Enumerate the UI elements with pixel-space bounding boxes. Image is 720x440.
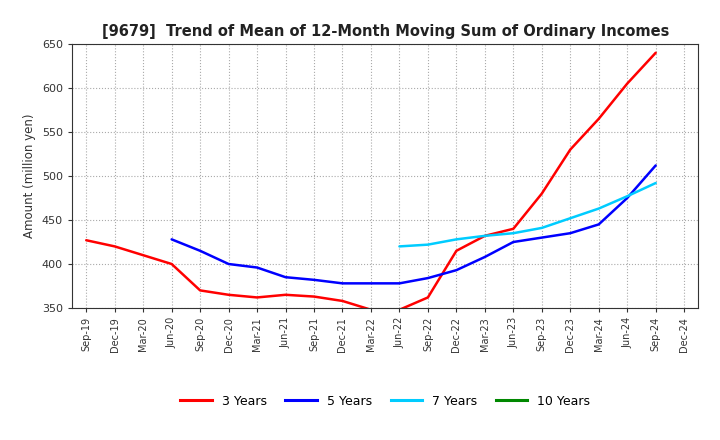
3 Years: [566, 147, 575, 152]
7 Years: [452, 237, 461, 242]
3 Years: [395, 307, 404, 312]
7 Years: [509, 231, 518, 236]
5 Years: [282, 275, 290, 280]
5 Years: [167, 237, 176, 242]
3 Years: [338, 298, 347, 304]
5 Years: [537, 235, 546, 240]
3 Years: [480, 233, 489, 238]
3 Years: [537, 191, 546, 196]
5 Years: [225, 261, 233, 267]
3 Years: [282, 292, 290, 297]
5 Years: [196, 248, 204, 253]
Legend: 3 Years, 5 Years, 7 Years, 10 Years: 3 Years, 5 Years, 7 Years, 10 Years: [176, 390, 595, 413]
5 Years: [652, 163, 660, 168]
5 Years: [395, 281, 404, 286]
3 Years: [110, 244, 119, 249]
3 Years: [196, 288, 204, 293]
Y-axis label: Amount (million yen): Amount (million yen): [23, 114, 36, 238]
7 Years: [566, 216, 575, 221]
3 Years: [225, 292, 233, 297]
7 Years: [652, 180, 660, 186]
5 Years: [452, 268, 461, 273]
Line: 5 Years: 5 Years: [171, 165, 656, 283]
3 Years: [139, 253, 148, 258]
5 Years: [566, 231, 575, 236]
7 Years: [480, 233, 489, 238]
3 Years: [310, 294, 318, 299]
3 Years: [366, 307, 375, 312]
3 Years: [623, 81, 631, 86]
7 Years: [623, 194, 631, 199]
5 Years: [253, 265, 261, 270]
Title: [9679]  Trend of Mean of 12-Month Moving Sum of Ordinary Incomes: [9679] Trend of Mean of 12-Month Moving …: [102, 24, 669, 39]
5 Years: [480, 254, 489, 260]
5 Years: [623, 195, 631, 201]
5 Years: [595, 222, 603, 227]
3 Years: [167, 261, 176, 267]
7 Years: [423, 242, 432, 247]
3 Years: [82, 238, 91, 243]
3 Years: [423, 295, 432, 300]
3 Years: [509, 226, 518, 231]
7 Years: [395, 244, 404, 249]
3 Years: [595, 116, 603, 121]
7 Years: [537, 225, 546, 231]
5 Years: [338, 281, 347, 286]
Line: 7 Years: 7 Years: [400, 183, 656, 246]
Line: 3 Years: 3 Years: [86, 53, 656, 310]
5 Years: [509, 239, 518, 245]
7 Years: [595, 206, 603, 211]
5 Years: [423, 275, 432, 281]
3 Years: [452, 248, 461, 253]
3 Years: [253, 295, 261, 300]
5 Years: [310, 277, 318, 282]
3 Years: [652, 50, 660, 55]
5 Years: [366, 281, 375, 286]
